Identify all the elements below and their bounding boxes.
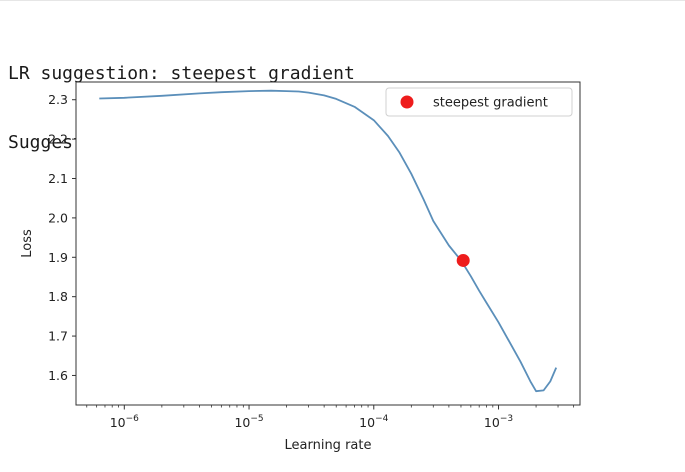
x-tick-label: 10−6 (110, 414, 139, 430)
legend-marker (400, 95, 414, 109)
x-axis-label: Learning rate (285, 438, 372, 453)
y-tick-label: 1.9 (48, 250, 68, 265)
cell-top-divider (0, 0, 685, 1)
y-tick-label: 2.2 (48, 132, 68, 147)
y-tick-label: 1.8 (48, 289, 68, 304)
lr-suggestion-line: LR suggestion: steepest gradient (8, 63, 355, 84)
legend-label: steepest gradient (433, 96, 548, 111)
x-tick-label: 10−3 (484, 414, 513, 430)
y-tick-label: 1.6 (48, 368, 68, 383)
plot-frame (75, 81, 581, 406)
y-tick-label: 1.7 (48, 329, 68, 344)
y-tick-label: 2.0 (48, 210, 68, 225)
loss-curve-line (99, 89, 558, 393)
y-tick-label: 2.1 (48, 171, 68, 186)
steepest-gradient-marker (456, 253, 470, 267)
legend-box (385, 87, 573, 117)
x-tick-label: 10−5 (234, 414, 263, 430)
y-axis-label: Loss (20, 229, 35, 258)
y-tick-label: 2.3 (48, 92, 68, 107)
x-tick-label: 10−4 (359, 414, 388, 430)
